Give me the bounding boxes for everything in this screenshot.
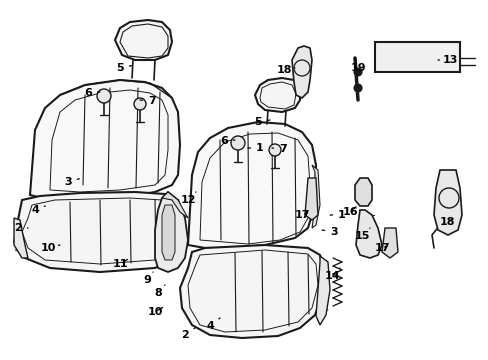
Text: 14: 14 [324, 268, 339, 281]
Circle shape [353, 84, 361, 92]
Text: 3: 3 [64, 177, 79, 187]
Polygon shape [14, 192, 182, 272]
Text: 5: 5 [116, 63, 132, 73]
Text: 1: 1 [329, 210, 345, 220]
Text: 4: 4 [31, 205, 45, 215]
Circle shape [97, 89, 111, 103]
Polygon shape [291, 46, 311, 98]
Text: 6: 6 [84, 88, 100, 98]
Text: 13: 13 [437, 55, 457, 65]
Text: 16: 16 [342, 207, 357, 217]
Polygon shape [311, 165, 319, 228]
Circle shape [353, 68, 361, 76]
Text: 12: 12 [180, 192, 196, 205]
Polygon shape [155, 192, 187, 272]
Polygon shape [162, 192, 187, 218]
Text: 15: 15 [354, 228, 369, 241]
Polygon shape [381, 228, 397, 258]
Text: 10: 10 [147, 307, 163, 317]
Text: 5: 5 [254, 117, 269, 127]
Circle shape [268, 144, 281, 156]
Polygon shape [354, 178, 371, 206]
Polygon shape [374, 42, 459, 72]
Text: 17: 17 [294, 210, 309, 220]
Text: 7: 7 [140, 96, 156, 106]
Polygon shape [187, 122, 315, 248]
Text: 19: 19 [349, 58, 365, 73]
Text: 1: 1 [247, 143, 264, 153]
Text: 6: 6 [220, 136, 235, 146]
Polygon shape [433, 170, 461, 235]
Text: 2: 2 [14, 223, 28, 233]
Polygon shape [305, 178, 317, 220]
Polygon shape [162, 205, 175, 260]
Text: 11: 11 [112, 259, 127, 269]
Text: 17: 17 [373, 243, 389, 253]
Polygon shape [14, 218, 28, 258]
Polygon shape [30, 80, 180, 200]
Text: 10: 10 [40, 243, 60, 253]
Text: 18: 18 [276, 65, 294, 75]
Text: 9: 9 [143, 272, 153, 285]
Polygon shape [254, 78, 299, 112]
Polygon shape [180, 245, 325, 338]
Text: 7: 7 [271, 144, 286, 154]
Polygon shape [315, 256, 329, 325]
Circle shape [134, 98, 146, 110]
Text: 4: 4 [205, 318, 220, 331]
Circle shape [230, 136, 244, 150]
Text: 3: 3 [321, 227, 337, 237]
Text: 8: 8 [154, 285, 164, 298]
Polygon shape [355, 210, 381, 258]
Text: 18: 18 [438, 217, 454, 227]
Polygon shape [115, 20, 172, 60]
Text: 2: 2 [181, 328, 195, 340]
